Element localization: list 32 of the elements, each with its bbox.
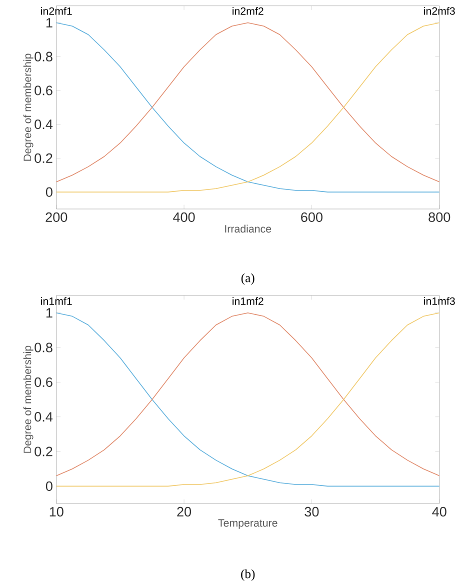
annotation: in2mf1 <box>41 7 72 15</box>
y-tick-label: 0 <box>46 187 53 197</box>
x-tick-label: 800 <box>428 212 450 222</box>
y-tick-label: 0 <box>46 481 53 491</box>
y-tick-label: 0.2 <box>34 446 52 456</box>
annotation: in1mf3 <box>424 297 456 305</box>
x-tick-label: 400 <box>173 212 196 222</box>
y-tick-label: 0.4 <box>34 412 53 422</box>
annotation: in2mf2 <box>232 7 264 15</box>
y-tick-label: 0.2 <box>34 153 52 164</box>
y-axis-title: Degree of membership <box>24 54 34 161</box>
x-tick-label: 10 <box>50 506 64 517</box>
y-tick-label: 0.6 <box>34 377 53 387</box>
y-axis-title: Degree of membership <box>24 346 34 453</box>
annotation: in2mf3 <box>424 6 456 15</box>
x-tick-label: 30 <box>304 506 319 517</box>
text: (a) <box>242 273 254 285</box>
y-tick-label: 0.8 <box>34 52 53 62</box>
y-tick-label: 0.6 <box>34 86 53 96</box>
y-tick-label: 1 <box>46 308 52 318</box>
x-tick-label: 20 <box>177 506 192 517</box>
x-axis-title: Temperature <box>218 519 278 529</box>
annotation: in1mf2 <box>232 297 264 305</box>
annotation: in1mf1 <box>41 297 72 305</box>
y-tick-label: 1 <box>46 18 52 28</box>
x-tick-label: 200 <box>46 212 68 222</box>
text: (b) <box>241 569 255 581</box>
y-tick-label: 0.8 <box>34 342 53 352</box>
x-tick-label: 600 <box>301 212 323 222</box>
x-axis-title: Irradiance <box>225 224 272 233</box>
y-tick-label: 0.4 <box>34 120 53 130</box>
x-tick-label: 40 <box>432 506 447 517</box>
